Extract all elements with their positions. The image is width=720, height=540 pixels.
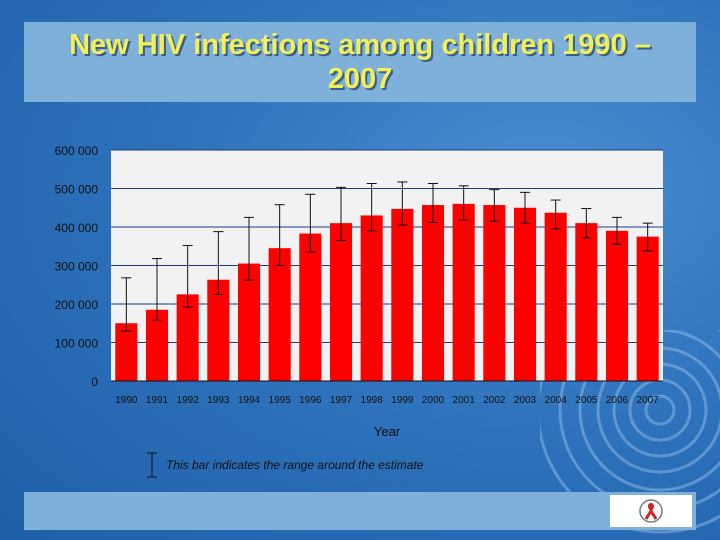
legend: This bar indicates the range around the … [146, 451, 423, 479]
bar-2002 [483, 205, 506, 381]
error-bar-1992 [182, 244, 193, 308]
bar-2005 [575, 223, 598, 381]
x-axis-title: Year [374, 424, 401, 439]
error-bar-1994 [244, 216, 254, 281]
error-bar-1998 [366, 182, 377, 232]
x-tick-label: 1995 [269, 395, 292, 406]
x-tick-label: 1993 [207, 395, 230, 406]
error-bar-1991 [152, 258, 162, 321]
error-bar-2003 [520, 191, 530, 224]
x-tick-label: 1996 [299, 395, 322, 406]
x-tick-label: 1997 [330, 395, 353, 406]
error-bar-1996 [305, 193, 316, 253]
x-tick-label: 2002 [483, 395, 506, 406]
error-bar-2005 [581, 208, 592, 239]
error-bar-1995 [274, 204, 285, 266]
error-bar-2006 [612, 216, 622, 245]
bar-1991 [145, 309, 169, 381]
x-tick-label: 2003 [514, 395, 537, 406]
bar-1993 [207, 279, 230, 381]
slide-title: New HIV infections among children 1990 –… [69, 29, 651, 95]
error-bar-2000 [428, 182, 438, 223]
x-tick-label: 1992 [177, 395, 200, 406]
x-tick-label: 2001 [453, 395, 476, 406]
x-tick-label: 1991 [146, 395, 169, 406]
bar-2001 [452, 203, 475, 381]
bar-2006 [605, 230, 629, 381]
unaids-ribbon-logo-icon [639, 499, 663, 523]
y-tick-label: 500 000 [55, 183, 99, 197]
error-bar-1993 [213, 231, 224, 295]
bar-2003 [513, 207, 537, 381]
x-tick-label: 2006 [606, 395, 629, 406]
error-bar-2002 [489, 189, 500, 222]
error-bar-1999 [397, 181, 408, 226]
y-tick-label: 0 [91, 375, 98, 389]
bar-2000 [421, 205, 445, 381]
bar-1996 [299, 233, 322, 381]
bar-2007 [636, 236, 659, 381]
logo-container [610, 495, 692, 527]
error-bar-2004 [550, 199, 561, 230]
y-tick-label: 200 000 [55, 298, 99, 312]
bar-1997 [329, 223, 353, 381]
x-tick-label: 1998 [361, 395, 384, 406]
error-bar-2007 [642, 222, 653, 252]
y-tick-label: 400 000 [55, 221, 99, 235]
x-tick-label: 1990 [115, 395, 138, 406]
bar-1999 [391, 208, 414, 381]
x-tick-label: 2000 [422, 395, 445, 406]
y-tick-label: 600 000 [55, 144, 99, 158]
x-tick-label: 2007 [637, 395, 660, 406]
error-bar-1990 [121, 277, 132, 332]
bar-1994 [237, 263, 261, 381]
bar-1990 [115, 323, 138, 381]
x-tick-label: 2005 [575, 395, 598, 406]
bar-1998 [360, 215, 383, 381]
x-tick-label: 1994 [238, 395, 261, 406]
footer-panel [24, 492, 696, 530]
bar-1992 [176, 294, 199, 381]
x-tick-label: 1999 [391, 395, 414, 406]
y-tick-label: 300 000 [55, 260, 99, 274]
y-tick-label: 100 000 [55, 337, 99, 351]
x-tick-label: 2004 [545, 395, 568, 406]
bar-1995 [268, 248, 291, 381]
error-range-icon [147, 452, 157, 478]
legend-text: This bar indicates the range around the … [166, 458, 424, 472]
title-panel: New HIV infections among children 1990 –… [24, 22, 696, 102]
bar-2004 [544, 212, 567, 381]
error-bar-1997 [336, 186, 346, 241]
error-bar-2001 [458, 185, 469, 221]
